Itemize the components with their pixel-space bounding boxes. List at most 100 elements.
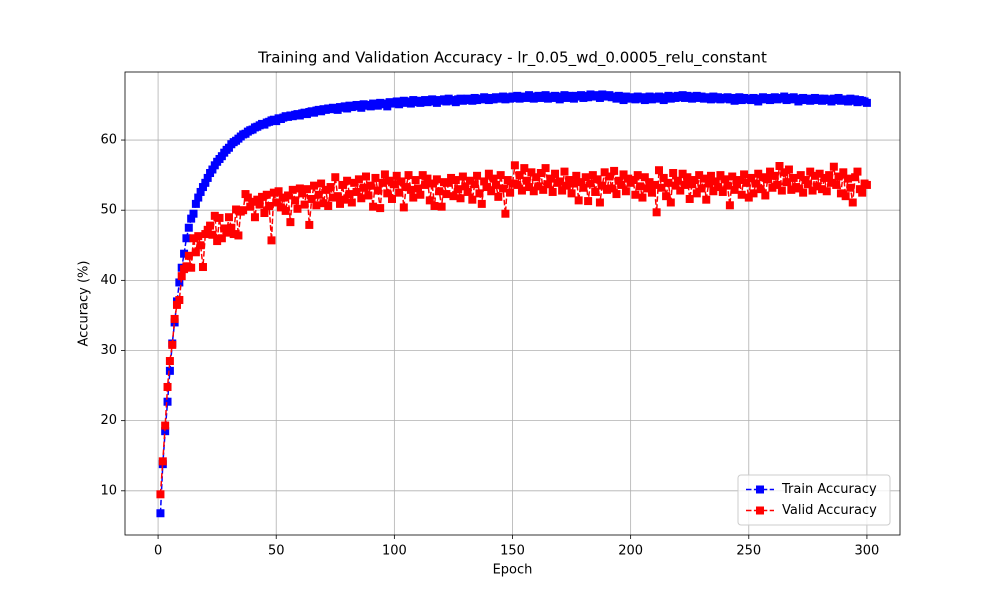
marker [721,175,730,184]
marker [657,183,666,192]
marker [846,183,855,192]
marker [354,175,363,184]
marker [624,174,633,183]
marker [784,165,793,174]
marker [343,176,352,185]
marker [517,186,526,195]
marker [499,184,508,193]
marker [284,191,293,200]
marker [725,201,734,210]
marker [654,166,663,175]
marker [194,232,203,241]
marker [806,167,815,176]
legend-label: Train Accuracy [781,482,877,497]
marker [695,171,704,180]
marker [714,183,723,192]
marker [744,193,753,202]
marker [177,272,186,281]
marker [328,193,337,202]
marker [239,206,248,215]
marker [380,170,389,179]
marker [664,178,673,187]
marker [532,173,541,182]
marker [529,187,538,196]
marker [673,176,682,185]
marker [718,187,727,196]
x-tick-label: 100 [382,544,407,559]
marker [321,185,330,194]
marker [194,193,203,202]
marker [716,171,725,180]
marker [666,198,675,207]
marker [250,213,259,222]
marker [182,262,191,271]
marker [404,171,413,180]
marker [711,177,720,186]
marker [300,200,309,209]
marker [246,202,255,211]
marker [607,184,616,193]
marker [227,223,236,232]
marker [319,199,328,208]
marker [458,172,467,181]
marker [844,174,853,183]
marker [650,180,659,189]
marker [629,176,638,185]
marker [276,203,285,212]
marker [213,237,222,246]
marker [803,180,812,189]
marker [858,188,867,197]
marker [640,173,649,182]
marker [848,198,857,207]
marker [163,397,172,406]
marker [513,180,522,189]
marker [496,171,505,180]
marker [352,187,361,196]
marker [243,193,252,202]
marker [180,249,189,258]
marker [184,251,193,260]
marker [175,278,184,287]
marker [364,191,373,200]
marker [643,184,652,193]
marker [810,171,819,180]
marker [201,178,210,187]
marker [567,189,576,198]
marker [326,183,335,192]
marker [773,180,782,189]
marker [735,176,744,185]
legend-label: Valid Accuracy [782,503,877,518]
marker [482,183,491,192]
marker [669,169,678,178]
marker [217,234,226,243]
marker [168,340,177,349]
marker [766,167,775,176]
marker [189,209,198,218]
marker [638,193,647,202]
marker [853,167,862,176]
marker [558,186,567,195]
marker [435,187,444,196]
marker [801,176,810,185]
marker [777,186,786,195]
marker [758,173,767,182]
marker [161,421,170,430]
legend-swatch-marker [756,485,764,494]
marker [378,178,387,187]
marker [560,167,569,176]
marker [158,457,167,466]
marker [165,357,174,366]
marker [836,189,845,198]
marker [680,180,689,189]
marker [451,176,460,185]
marker [827,178,836,187]
marker [487,187,496,196]
marker [569,179,578,188]
marker [274,187,283,196]
marker [387,194,396,203]
marker [728,172,737,181]
marker [206,221,215,230]
marker [373,186,382,195]
marker [255,200,264,209]
x-axis-label: Epoch [493,563,533,578]
